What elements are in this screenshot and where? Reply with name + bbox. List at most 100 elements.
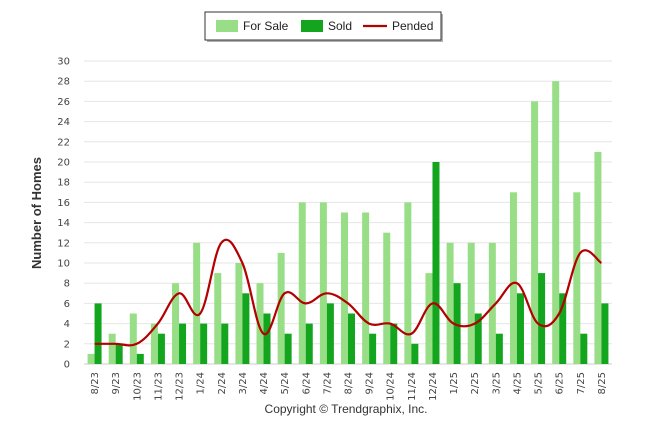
x-tick-label: 11/23	[153, 372, 164, 401]
bar-sold	[94, 303, 102, 364]
bar-for-sale	[531, 101, 539, 365]
bars	[87, 81, 609, 365]
x-tick-label: 2/24	[217, 372, 228, 394]
y-tick-label: 30	[57, 57, 70, 68]
x-tick-label: 6/24	[301, 372, 312, 394]
bar-for-sale	[383, 232, 391, 364]
bar-sold	[136, 353, 144, 364]
bar-for-sale	[319, 202, 327, 364]
bar-for-sale	[298, 202, 306, 364]
y-tick-label: 10	[57, 259, 70, 270]
bar-sold	[284, 333, 292, 364]
y-tick-label: 0	[64, 360, 70, 371]
x-tick-label: 7/25	[576, 372, 587, 394]
bar-sold	[200, 323, 208, 364]
bar-for-sale	[277, 252, 285, 364]
bar-sold	[369, 333, 377, 364]
x-tick-label: 5/25	[534, 372, 545, 394]
x-tick-label: 8/24	[344, 372, 355, 394]
bar-for-sale	[235, 263, 243, 364]
y-tick-label: 16	[57, 198, 70, 209]
bar-for-sale	[108, 333, 116, 364]
bar-sold	[390, 323, 398, 364]
legend: For Sale Sold Pended	[204, 11, 443, 42]
x-tick-label: 12/24	[428, 372, 439, 401]
y-tick-label: 22	[57, 137, 70, 148]
bar-for-sale	[404, 202, 412, 364]
x-tick-label: 5/24	[280, 372, 291, 394]
bar-for-sale	[362, 212, 370, 364]
bar-sold	[559, 293, 567, 364]
y-tick-label: 8	[64, 279, 70, 290]
y-tick-label: 26	[57, 97, 70, 108]
bar-sold	[179, 323, 187, 364]
bar-sold	[538, 273, 546, 364]
bar-sold	[580, 333, 588, 364]
copyright-text: Copyright © Trendgraphix, Inc.	[265, 402, 428, 416]
bar-for-sale	[214, 273, 222, 364]
x-tick-label: 10/24	[386, 372, 397, 401]
bar-sold	[157, 333, 165, 364]
bar-sold	[326, 303, 334, 364]
legend-label-for-sale: For Sale	[243, 19, 289, 33]
bar-for-sale	[425, 273, 433, 364]
x-tick-label: 11/24	[407, 372, 418, 401]
bar-for-sale	[573, 192, 581, 364]
y-tick-label: 18	[57, 178, 70, 189]
legend-label-pended: Pended	[392, 19, 433, 33]
bar-for-sale	[594, 151, 602, 364]
bar-for-sale	[172, 283, 180, 364]
y-tick-label: 2	[64, 339, 70, 350]
y-tick-label: 14	[57, 218, 70, 229]
x-tick-label: 3/24	[238, 372, 249, 394]
y-tick-label: 6	[64, 299, 70, 310]
x-tick-label: 6/25	[555, 372, 566, 394]
x-tick-label: 12/23	[175, 372, 186, 401]
x-tick-label: 8/23	[90, 372, 101, 394]
bar-for-sale	[150, 323, 158, 364]
x-tick-label: 1/25	[449, 372, 460, 394]
x-tick-label: 10/23	[132, 372, 143, 401]
y-tick-label: 4	[64, 319, 70, 330]
bar-sold	[115, 343, 123, 364]
bar-for-sale	[446, 242, 454, 364]
bar-sold	[263, 313, 271, 364]
bar-sold	[453, 283, 461, 364]
x-tick-label: 4/25	[512, 372, 523, 394]
x-tick-label: 7/24	[322, 372, 333, 394]
legend-label-sold: Sold	[328, 19, 352, 33]
bar-sold	[411, 343, 419, 364]
pended-line	[94, 238, 603, 347]
bar-sold	[305, 323, 313, 364]
bar-sold	[495, 333, 503, 364]
legend-swatch-for-sale	[216, 20, 238, 32]
bar-sold	[242, 293, 250, 364]
bar-for-sale	[552, 81, 560, 364]
bar-for-sale	[129, 313, 137, 364]
y-axis-label: Number of Homes	[29, 157, 44, 269]
pended-line-path	[94, 238, 603, 347]
x-tick-label: 2/25	[470, 372, 481, 394]
bar-for-sale	[467, 242, 475, 364]
x-tick-label: 8/25	[597, 372, 608, 394]
y-tick-label: 12	[57, 238, 70, 249]
legend-swatch-sold	[301, 20, 323, 32]
x-tick-label: 1/24	[196, 372, 207, 394]
bar-for-sale	[509, 192, 517, 364]
bar-for-sale	[488, 242, 496, 364]
bar-for-sale	[193, 242, 201, 364]
bar-for-sale	[341, 212, 348, 364]
x-tick-label: 9/24	[365, 372, 376, 394]
x-tick-label: 9/23	[111, 372, 122, 394]
bar-sold	[348, 313, 355, 364]
bar-sold	[601, 303, 609, 364]
bar-for-sale	[87, 353, 95, 364]
bar-sold	[432, 162, 440, 364]
bar-sold	[516, 293, 524, 364]
y-tick-label: 20	[57, 158, 70, 169]
y-tick-label: 24	[57, 117, 70, 128]
x-axis-ticks: 8/23 9/23 10/23 11/23 12/23 1/24 2/24 3/24 4/24 5…	[90, 372, 608, 401]
